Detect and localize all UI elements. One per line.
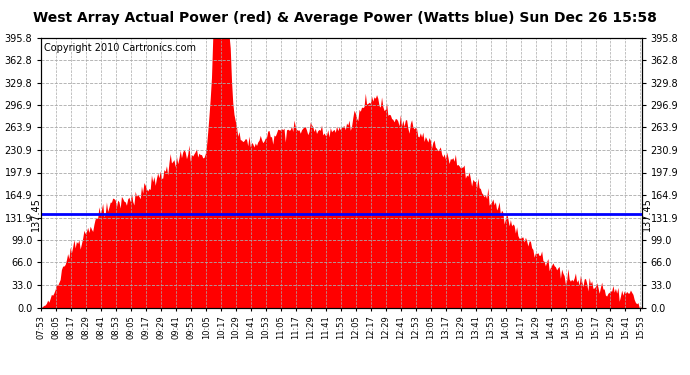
Text: West Array Actual Power (red) & Average Power (Watts blue) Sun Dec 26 15:58: West Array Actual Power (red) & Average … — [33, 11, 657, 25]
Text: 137.45: 137.45 — [31, 197, 41, 231]
Text: Copyright 2010 Cartronics.com: Copyright 2010 Cartronics.com — [44, 43, 197, 53]
Text: 137.45: 137.45 — [642, 197, 652, 231]
